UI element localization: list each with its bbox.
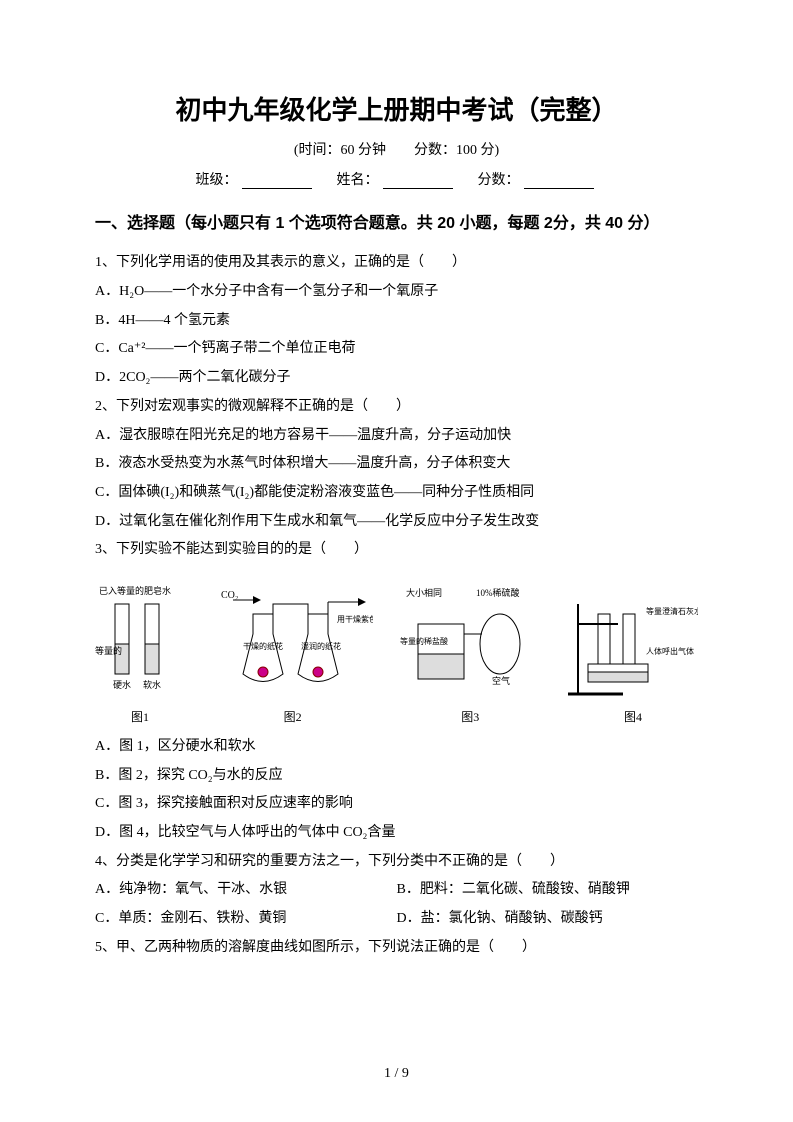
- q1-d: D．2CO₂——两个二氧化碳分子: [95, 364, 698, 393]
- q4-b: B．肥料：二氧化碳、硫酸铵、硝酸钾: [397, 876, 699, 905]
- fig-3-svg: 大小相同 10%稀硫酸 等量的稀盐酸 空气: [400, 584, 540, 704]
- q3-d: D．图 4，比较空气与人体呼出的气体中 CO₂含量: [95, 819, 698, 848]
- q3-b: B．图 2，探究 CO₂与水的反应: [95, 762, 698, 791]
- q2-c: C．固体碘(I₂)和碘蒸气(I₂)都能使淀粉溶液变蓝色——同种分子性质相同: [95, 479, 698, 508]
- q4-row2: C．单质：金刚石、铁粉、黄铜 D．盐：氯化钠、硝酸钠、碳酸钙: [95, 905, 698, 934]
- q4-d: D．盐：氯化钠、硝酸钠、碳酸钙: [397, 905, 699, 934]
- q4-stem: 4、分类是化学学习和研究的重要方法之一，下列分类中不正确的是（ ）: [95, 848, 698, 877]
- fig3-right: 空气: [492, 675, 510, 686]
- fig4-txt1: 等量澄清石灰水: [646, 606, 698, 616]
- q2-d: D．过氧化氢在催化剂作用下生成水和氧气——化学反应中分子发生改变: [95, 508, 698, 537]
- q4-a: A．纯净物：氧气、干冰、水银: [95, 876, 397, 905]
- fig-1: 已入等量的肥皂水 等量的 硬水 软水 图1: [95, 584, 185, 725]
- score-label: 分数：: [478, 173, 520, 188]
- fig3-top2: 10%稀硫酸: [476, 587, 520, 598]
- q4-row1: A．纯净物：氧气、干冰、水银 B．肥料：二氧化碳、硫酸铵、硝酸钾: [95, 876, 698, 905]
- fig4-caption: 图4: [624, 708, 642, 725]
- q3-a: A．图 1，区分硬水和软水: [95, 733, 698, 762]
- class-label: 班级：: [196, 173, 238, 188]
- q1-a: A．H₂O——一个水分子中含有一个氢分子和一个氧原子: [95, 278, 698, 307]
- q3-figures: 已入等量的肥皂水 等量的 硬水 软水 图1 CO₂: [95, 575, 698, 725]
- fig1-top-text: 已入等量的肥皂水: [99, 585, 171, 596]
- info-line: 班级： 姓名： 分数：: [95, 169, 698, 189]
- fig2-caption: 图2: [284, 708, 302, 725]
- page-title: 初中九年级化学上册期中考试（完整）: [95, 90, 698, 127]
- fig3-caption: 图3: [461, 708, 479, 725]
- score-blank[interactable]: [524, 175, 594, 189]
- fig1-b2: 软水: [143, 679, 161, 690]
- fig-4: 等量澄清石灰水 人体呼出气体 图4: [568, 584, 698, 725]
- name-blank[interactable]: [383, 175, 453, 189]
- fig-2-svg: CO₂ 用干燥紫色石蕊试纸 干燥的纸花 湿润的纸花: [213, 584, 373, 704]
- q1-c: C．Ca⁺²——一个钙离子带二个单位正电荷: [95, 335, 698, 364]
- fig1-caption: 图1: [131, 708, 149, 725]
- fig4-txt2: 人体呼出气体: [646, 646, 694, 656]
- fig-3: 大小相同 10%稀硫酸 等量的稀盐酸 空气 图3: [400, 584, 540, 725]
- q3-stem: 3、下列实验不能达到实验目的的是（ ）: [95, 536, 698, 565]
- q1-stem: 1、下列化学用语的使用及其表示的意义，正确的是（ ）: [95, 249, 698, 278]
- section-1-header: 一、选择题（每小题只有 1 个选项符合题意。共 20 小题，每题 2分，共 40…: [95, 205, 698, 243]
- q3-c: C．图 3，探究接触面积对反应速率的影响: [95, 790, 698, 819]
- q4-c: C．单质：金刚石、铁粉、黄铜: [95, 905, 397, 934]
- q2-b: B．液态水受热变为水蒸气时体积增大——温度升高，分子体积变大: [95, 450, 698, 479]
- q5-stem: 5、甲、乙两种物质的溶解度曲线如图所示，下列说法正确的是（ ）: [95, 934, 698, 963]
- q2-stem: 2、下列对宏观事实的微观解释不正确的是（ ）: [95, 393, 698, 422]
- fig2-co2: CO₂: [221, 590, 238, 601]
- exam-subtitle: (时间：60 分钟 分数：100 分): [95, 139, 698, 159]
- name-label: 姓名：: [337, 173, 379, 188]
- page-number: 1 / 9: [0, 1066, 793, 1082]
- fig2-right: 湿润的纸花: [301, 641, 341, 651]
- fig1-b1: 硬水: [113, 679, 131, 690]
- fig2-center: 干燥的纸花: [243, 641, 283, 651]
- q1-b: B．4H——4 个氢元素: [95, 307, 698, 336]
- fig-4-svg: 等量澄清石灰水 人体呼出气体: [568, 584, 698, 704]
- fig3-top1: 大小相同: [406, 587, 442, 598]
- class-blank[interactable]: [242, 175, 312, 189]
- fig2-txt: 用干燥紫色石蕊试纸: [337, 614, 373, 624]
- fig1-left: 等量的: [95, 645, 122, 656]
- fig3-left: 等量的稀盐酸: [400, 636, 448, 646]
- fig-2: CO₂ 用干燥紫色石蕊试纸 干燥的纸花 湿润的纸花 图2: [213, 584, 373, 725]
- q2-a: A．湿衣服晾在阳光充足的地方容易干——温度升高，分子运动加快: [95, 422, 698, 451]
- fig-1-svg: 已入等量的肥皂水 等量的 硬水 软水: [95, 584, 185, 704]
